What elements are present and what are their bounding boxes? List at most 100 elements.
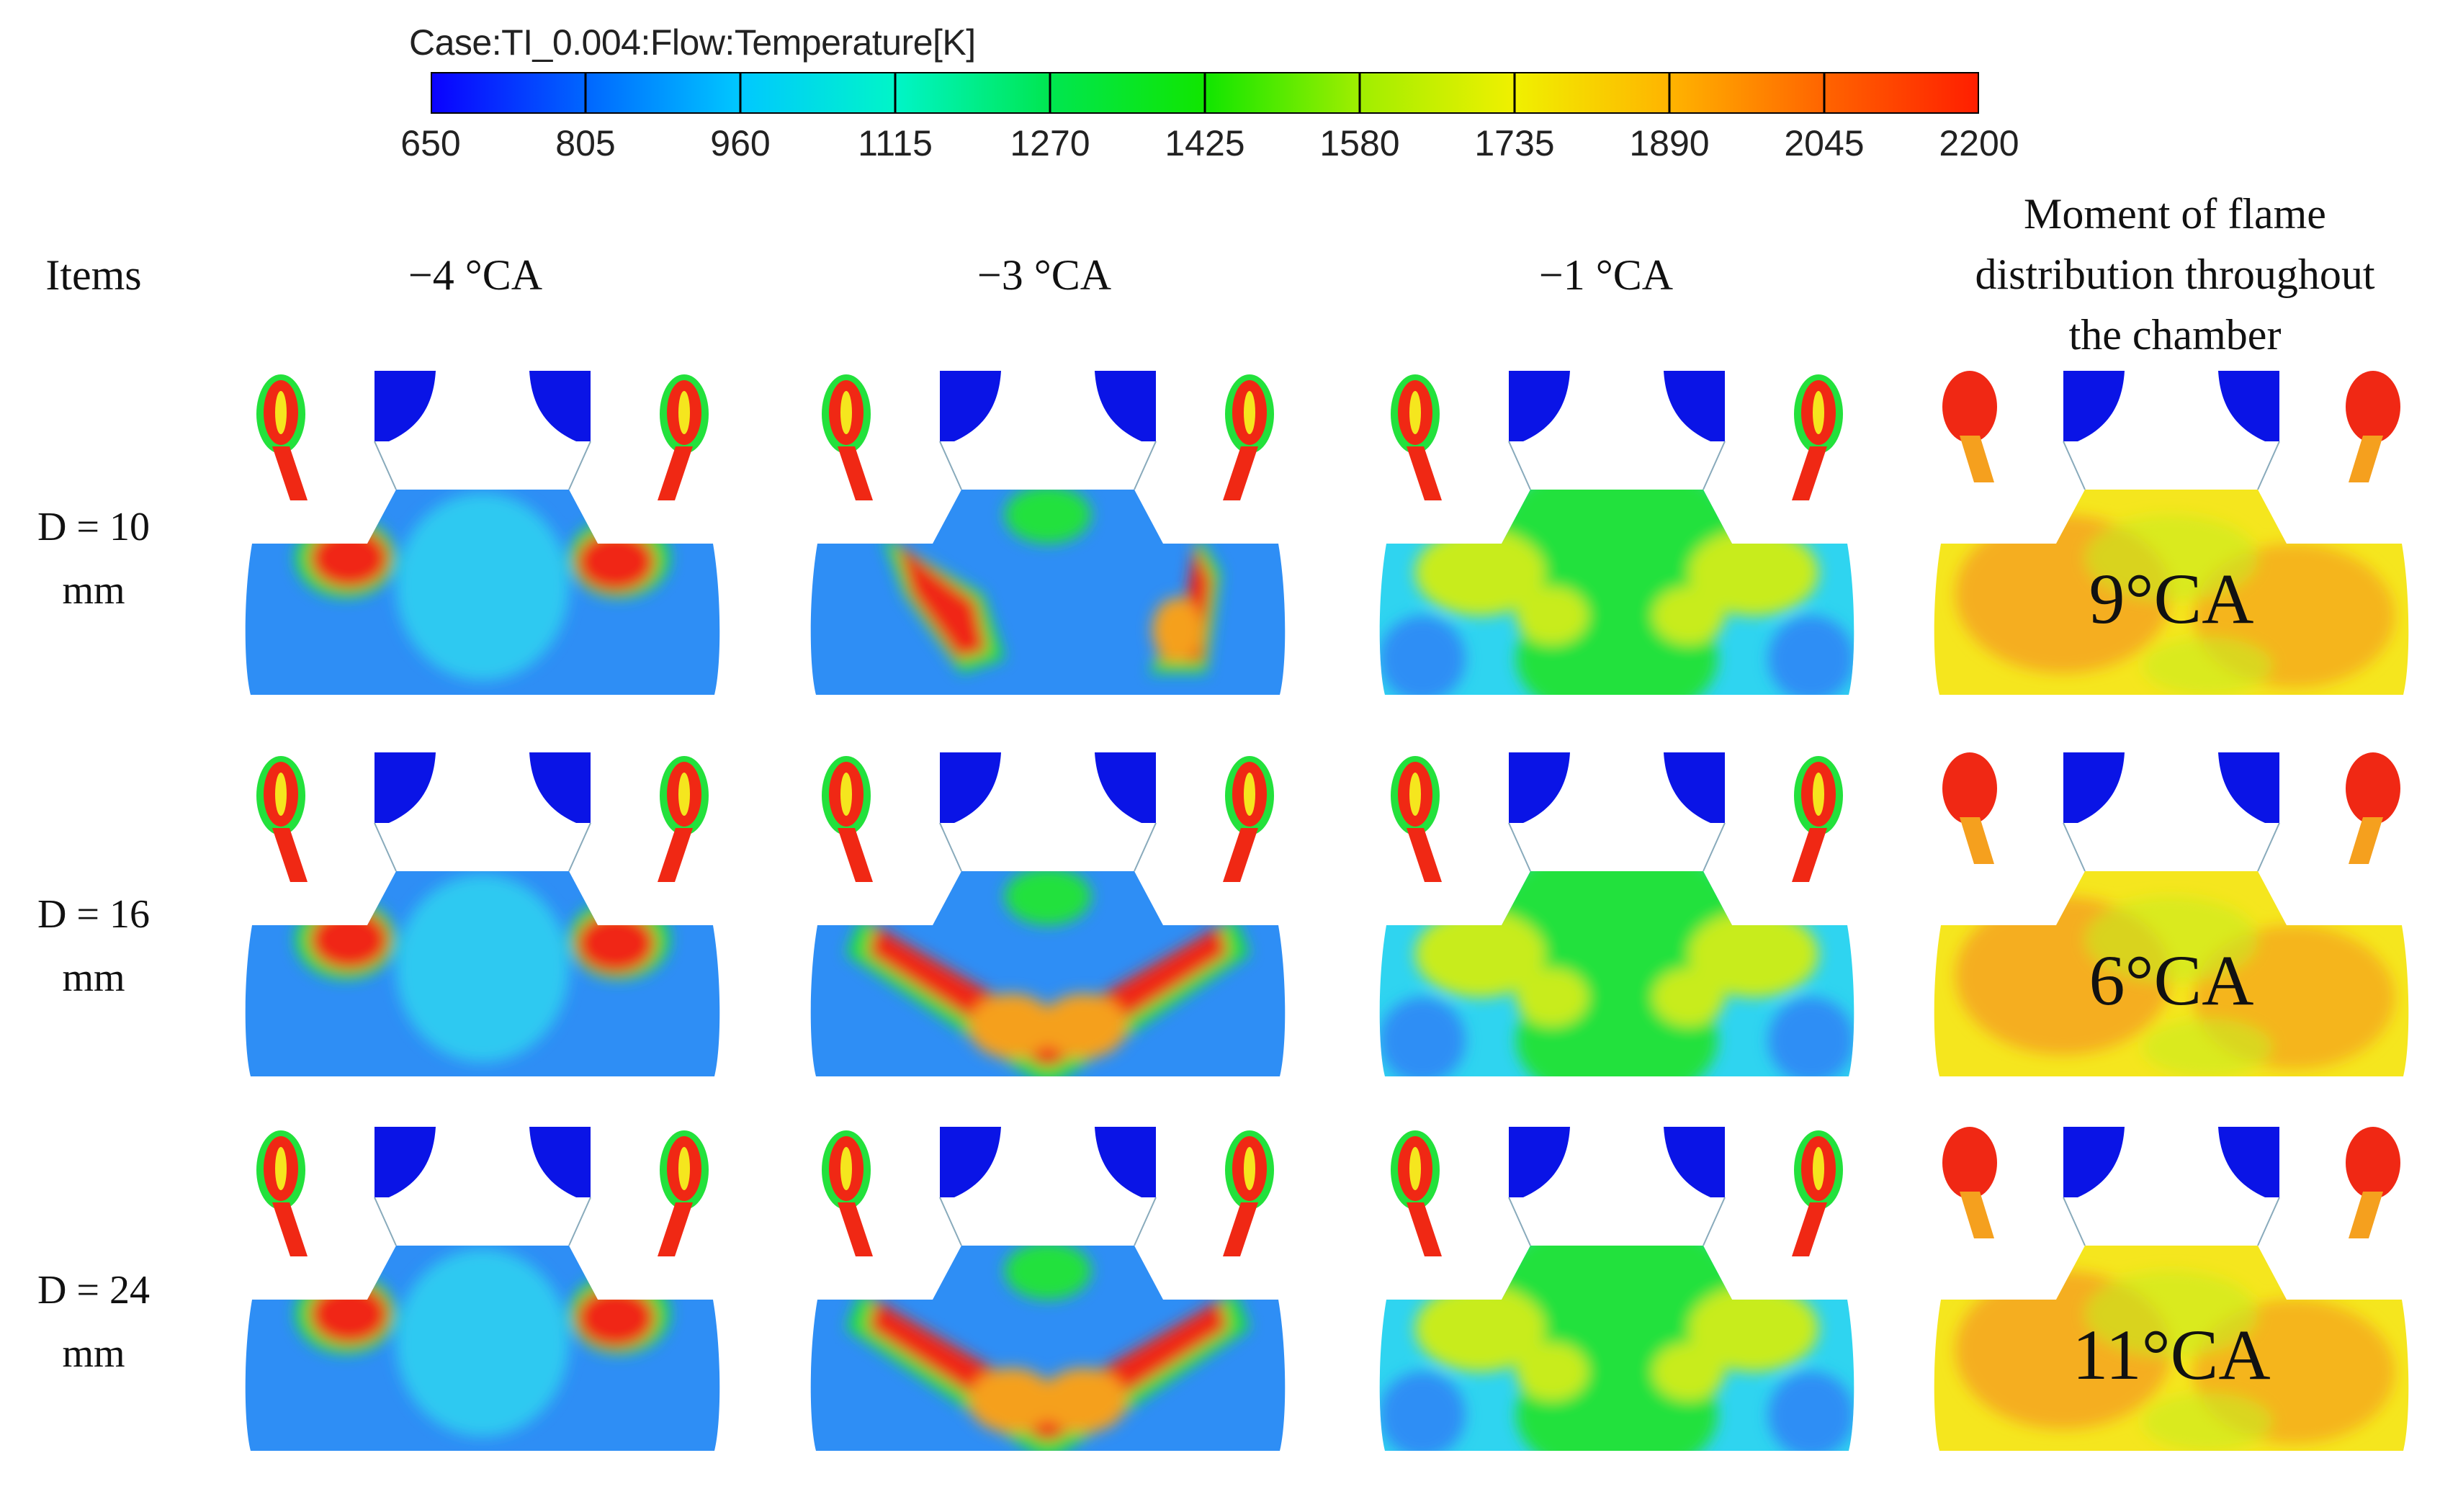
- colorbar-tick-label: 2045: [1784, 123, 1865, 163]
- prechamber-flame: [658, 756, 709, 882]
- header-col3: −1 °CA: [1538, 251, 1674, 299]
- prechamber-flame: [822, 374, 873, 500]
- intake-valve: [1509, 752, 1570, 823]
- temperature-field: [245, 1246, 720, 1451]
- chamber-cell-r3-c4: 11°CA: [1919, 1112, 2423, 1472]
- intake-valve: [940, 371, 1001, 441]
- row-label-d24: D = 24 mm: [14, 1259, 173, 1385]
- prechamber-flame: [2346, 752, 2400, 864]
- intake-valve: [374, 752, 436, 823]
- temperature-field: [810, 871, 1286, 1076]
- prechamber-flame: [256, 374, 308, 500]
- prechamber-flame: [1391, 1130, 1442, 1256]
- prechamber-flame: [1942, 752, 1997, 864]
- row-label-line2: mm: [62, 955, 125, 1000]
- prechamber-flame: [658, 374, 709, 500]
- intake-valve: [2063, 371, 2125, 441]
- chamber-cell-r2-c1: [230, 738, 735, 1098]
- header-col4-line2: distribution throughout: [1975, 251, 2375, 298]
- exhaust-valve: [1664, 1127, 1725, 1197]
- exhaust-valve: [1664, 752, 1725, 823]
- chamber-plot: 6°CA: [1934, 752, 2409, 1076]
- colorbar-tick-label: 1425: [1165, 123, 1245, 163]
- exhaust-valve: [1095, 752, 1156, 823]
- header-items: Items: [45, 251, 142, 299]
- intake-valve: [940, 1127, 1001, 1197]
- exhaust-valve: [529, 1127, 591, 1197]
- prechamber-flame: [1223, 374, 1274, 500]
- temperature-field: [245, 490, 720, 695]
- prechamber-flame: [1942, 1127, 1997, 1238]
- chamber-plot: [1379, 371, 1854, 695]
- row-label-d10: D = 10 mm: [14, 495, 173, 622]
- prechamber-flame: [822, 756, 873, 882]
- chamber-cell-r1-c1: [230, 356, 735, 716]
- chamber-plot: 9°CA: [1934, 371, 2409, 695]
- chamber-cell-r2-c3: [1365, 738, 1869, 1098]
- exhaust-valve: [2218, 752, 2279, 823]
- prechamber-flame: [658, 1130, 709, 1256]
- temperature-field: [810, 1246, 1286, 1451]
- colorbar-tick-label: 1270: [1010, 123, 1090, 163]
- chamber-cell-r1-c4: 9°CA: [1919, 356, 2423, 716]
- row-label-d16: D = 16 mm: [14, 883, 173, 1009]
- header-col1: −4 °CA: [408, 251, 543, 299]
- intake-valve: [940, 752, 1001, 823]
- chamber-plot: [245, 1127, 720, 1451]
- header-col4-line3: the chamber: [2068, 311, 2282, 359]
- row-label-line2: mm: [62, 568, 125, 613]
- chamber-cell-r3-c1: [230, 1112, 735, 1472]
- row-label-line2: mm: [62, 1331, 125, 1376]
- colorbar-tick-label: 960: [710, 123, 771, 163]
- exhaust-valve: [2218, 1127, 2279, 1197]
- prechamber-flame: [256, 1130, 308, 1256]
- intake-valve: [1509, 1127, 1570, 1197]
- flame-moment-label: 11°CA: [2072, 1315, 2270, 1395]
- exhaust-valve: [1095, 1127, 1156, 1197]
- chamber-cell-r2-c2: [796, 738, 1300, 1098]
- prechamber-flame: [1223, 1130, 1274, 1256]
- prechamber-flame: [1792, 374, 1843, 500]
- chamber-cell-r3-c3: [1365, 1112, 1869, 1472]
- chamber-plot: [245, 371, 720, 695]
- row-label-line1: D = 24: [37, 1268, 151, 1313]
- colorbar: [431, 72, 1979, 114]
- prechamber-flame: [1942, 371, 1997, 482]
- colorbar-tick-label: 805: [555, 123, 616, 163]
- chamber-cell-r1-c2: [796, 356, 1300, 716]
- intake-valve: [2063, 752, 2125, 823]
- colorbar-tick-label: 1115: [858, 123, 933, 163]
- chamber-cell-r3-c2: [796, 1112, 1300, 1472]
- prechamber-flame: [1391, 756, 1442, 882]
- intake-valve: [2063, 1127, 2125, 1197]
- prechamber-flame: [1792, 756, 1843, 882]
- intake-valve: [374, 1127, 436, 1197]
- colorbar-tick-label: 650: [400, 123, 461, 163]
- chamber-plot: [1379, 752, 1854, 1076]
- chamber-plot: [245, 752, 720, 1076]
- flame-moment-label: 9°CA: [2089, 559, 2254, 639]
- colorbar-tick-label: 1580: [1319, 123, 1400, 163]
- temperature-field: [245, 871, 720, 1076]
- prechamber-flame: [1792, 1130, 1843, 1256]
- header-col4-line1: Moment of flame: [2024, 190, 2326, 238]
- row-label-line1: D = 16: [37, 892, 151, 937]
- header-col4: Moment of flame distribution throughout …: [1916, 184, 2434, 365]
- header-col2: −3 °CA: [977, 251, 1112, 299]
- exhaust-valve: [1095, 371, 1156, 441]
- chamber-plot: 11°CA: [1934, 1127, 2409, 1451]
- prechamber-flame: [2346, 1127, 2400, 1238]
- chamber-plot: [810, 1127, 1286, 1451]
- chamber-plot: [810, 371, 1286, 695]
- prechamber-flame: [822, 1130, 873, 1256]
- exhaust-valve: [529, 371, 591, 441]
- prechamber-flame: [2346, 371, 2400, 482]
- chamber-plot: [1379, 1127, 1854, 1451]
- colorbar-title: Case:TI_0.004:Flow:Temperature[K]: [409, 22, 976, 63]
- row-label-line1: D = 10: [37, 505, 151, 549]
- intake-valve: [374, 371, 436, 441]
- prechamber-flame: [256, 756, 308, 882]
- colorbar-tick-label: 1735: [1474, 123, 1555, 163]
- chamber-cell-r1-c3: [1365, 356, 1869, 716]
